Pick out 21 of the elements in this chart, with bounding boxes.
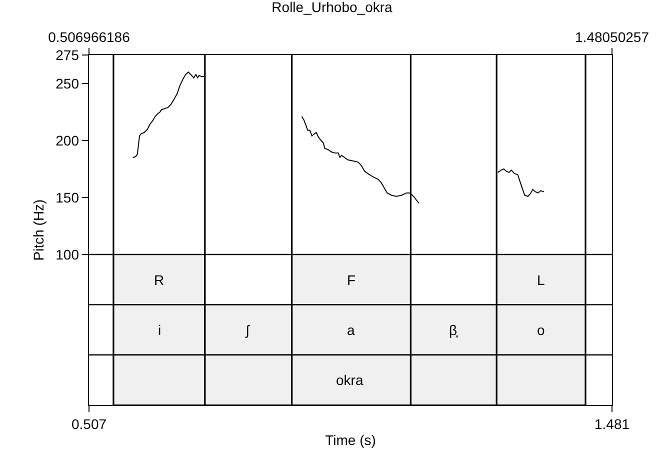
chart-title: Rolle_Urhobo_okra — [272, 0, 393, 16]
x-tick-label: 0.507 — [71, 416, 107, 432]
band-label: a — [347, 322, 355, 338]
band-label: o — [537, 322, 545, 338]
band-label: β̞ — [449, 322, 460, 338]
band-label: L — [537, 272, 545, 288]
band-label: F — [347, 272, 356, 288]
y-tick-label: 100 — [56, 246, 80, 262]
band-label: ʃ — [245, 322, 251, 338]
y-tick-label: 200 — [56, 132, 80, 148]
x2-tick-label: 0.506966186 — [48, 29, 130, 46]
x2-tick-label: 1.48050257 — [575, 29, 650, 46]
band-label: okra — [336, 372, 364, 388]
y-tick-label: 275 — [56, 46, 80, 63]
y-axis-title: Pitch (Hz) — [30, 199, 46, 261]
y-tick-label: 150 — [56, 189, 80, 206]
band-label: i — [158, 322, 162, 338]
x-axis-title: Time (s) — [325, 432, 376, 448]
y-tick-label: 250 — [56, 75, 80, 92]
band-label: R — [154, 272, 164, 288]
x-tick-label: 1.481 — [594, 416, 630, 432]
